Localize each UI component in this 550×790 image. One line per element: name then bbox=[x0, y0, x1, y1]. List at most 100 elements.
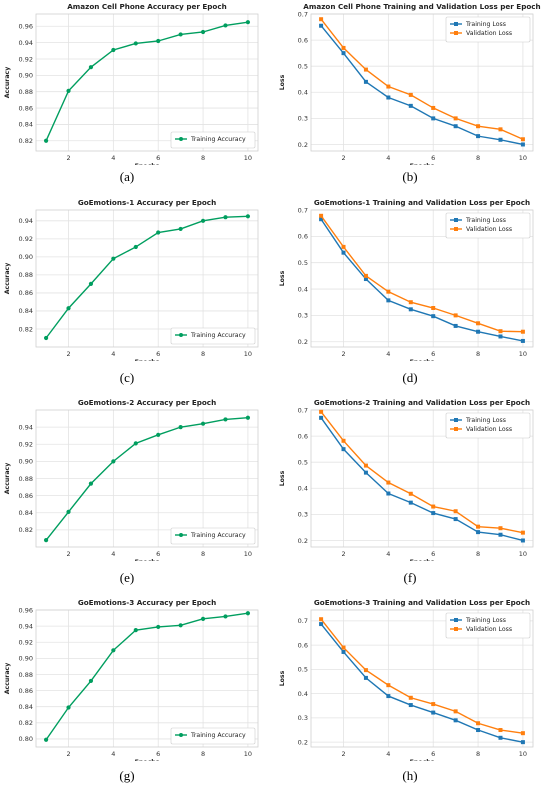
series-training-loss bbox=[319, 622, 525, 745]
legend-swatch-marker bbox=[454, 418, 458, 422]
data-point bbox=[133, 628, 138, 633]
data-point bbox=[476, 530, 481, 535]
y-tick-label: 0.86 bbox=[19, 289, 33, 297]
data-point bbox=[223, 417, 228, 422]
series-line-training-loss bbox=[320, 218, 524, 342]
legend-swatch-marker bbox=[179, 533, 183, 537]
data-point bbox=[453, 313, 458, 318]
y-tick-label: 0.5 bbox=[298, 666, 308, 674]
legend: Training Accuracy bbox=[170, 527, 256, 545]
x-axis-label: Epochs bbox=[135, 163, 160, 165]
x-tick-label: 8 bbox=[201, 154, 205, 162]
y-tick-label: 0.84 bbox=[19, 121, 33, 129]
x-tick-label: 10 bbox=[244, 154, 252, 162]
data-point bbox=[43, 335, 49, 341]
data-point bbox=[178, 226, 183, 232]
series-line-training-accuracy bbox=[45, 612, 249, 741]
data-point bbox=[498, 526, 503, 531]
legend-swatch-marker bbox=[454, 218, 458, 222]
data-point bbox=[341, 250, 346, 255]
data-point bbox=[319, 617, 324, 622]
data-point bbox=[223, 23, 228, 28]
data-point bbox=[133, 441, 138, 446]
x-tick-label: 10 bbox=[244, 750, 252, 758]
y-tick-label: 0.84 bbox=[19, 703, 33, 711]
series-line-validation-loss bbox=[320, 411, 524, 534]
y-tick-label: 0.92 bbox=[19, 55, 33, 63]
data-point bbox=[341, 244, 346, 249]
x-tick-label: 10 bbox=[519, 154, 527, 162]
y-tick-label: 0.84 bbox=[19, 307, 33, 315]
x-axis-label: Epochs bbox=[410, 759, 435, 761]
data-point bbox=[341, 45, 346, 50]
data-point bbox=[319, 17, 324, 22]
legend-box bbox=[445, 412, 531, 439]
legend-box bbox=[170, 727, 256, 745]
x-tick-label: 8 bbox=[201, 750, 205, 758]
legend: Training Accuracy bbox=[170, 727, 256, 745]
data-point bbox=[453, 124, 458, 129]
legend-label: Training Accuracy bbox=[190, 532, 246, 539]
legend-box bbox=[445, 212, 531, 239]
y-tick-label: 0.3 bbox=[298, 115, 308, 123]
series-line-validation-loss bbox=[320, 618, 524, 734]
legend-swatch-marker bbox=[179, 733, 183, 737]
grid bbox=[36, 609, 258, 747]
legend-swatch-marker bbox=[454, 427, 458, 431]
legend-box bbox=[170, 527, 256, 545]
x-tick-label: 6 bbox=[431, 350, 435, 358]
y-tick-label: 0.6 bbox=[298, 233, 308, 241]
y-tick-label: 0.6 bbox=[298, 432, 308, 440]
axes-frame bbox=[310, 409, 534, 548]
data-point bbox=[476, 124, 481, 129]
x-tick-label: 4 bbox=[111, 750, 115, 758]
y-tick-label: 0.5 bbox=[298, 62, 308, 70]
series-line-training-loss bbox=[320, 623, 524, 743]
data-point bbox=[156, 230, 161, 235]
x-tick-label: 4 bbox=[111, 350, 115, 358]
data-point bbox=[431, 710, 436, 715]
x-tick-label: 6 bbox=[431, 750, 435, 758]
data-point bbox=[386, 480, 391, 485]
series-line-training-loss bbox=[320, 417, 524, 542]
x-tick-label: 2 bbox=[341, 550, 345, 558]
data-point bbox=[520, 731, 525, 736]
series-validation-loss bbox=[319, 617, 525, 736]
legend: Training Accuracy bbox=[170, 131, 256, 149]
data-point bbox=[386, 298, 391, 303]
data-point bbox=[341, 649, 346, 654]
chart-title: GoEmotions-2 Accuracy per Epoch bbox=[78, 398, 216, 407]
y-tick-label: 0.3 bbox=[298, 511, 308, 519]
y-tick-label: 0.7 bbox=[298, 206, 308, 214]
data-point bbox=[386, 84, 391, 89]
data-point bbox=[498, 532, 503, 537]
chart-goemotions3-loss: 2 4 6 8 10 0.2 0.3 0.4 0.5 0.6 0.7 GoEmotions-3 Tra… bbox=[279, 598, 534, 761]
legend: Training Loss Validation Loss bbox=[445, 612, 531, 639]
data-point bbox=[43, 737, 49, 742]
plot-area bbox=[36, 610, 258, 747]
data-point bbox=[386, 491, 391, 496]
data-point bbox=[453, 509, 458, 514]
axes-frame bbox=[35, 13, 259, 152]
y-tick-label: 0.90 bbox=[19, 72, 33, 80]
y-axis-label: Loss bbox=[279, 74, 286, 90]
chart-title: GoEmotions-2 Training and Validation Los… bbox=[314, 398, 530, 407]
data-point bbox=[453, 323, 458, 328]
axes-frame bbox=[310, 609, 534, 748]
grid bbox=[36, 210, 258, 347]
data-point bbox=[498, 728, 503, 733]
data-point bbox=[156, 624, 161, 630]
y-tick-label: 0.88 bbox=[19, 88, 33, 96]
x-tick-label: 6 bbox=[431, 154, 435, 162]
y-tick-label: 0.90 bbox=[19, 655, 33, 663]
chart-goemotions2-accuracy: 2 4 6 8 10 0.82 0.84 0.86 0.88 0.90 0.92 0.94 GoEmot… bbox=[4, 398, 259, 561]
x-tick-label: 2 bbox=[341, 154, 345, 162]
legend-swatch-marker bbox=[454, 31, 458, 35]
grid bbox=[311, 209, 533, 347]
data-point bbox=[498, 334, 503, 339]
y-tick-label: 0.88 bbox=[19, 475, 33, 483]
panel-label-c: (c) bbox=[119, 370, 135, 385]
data-point bbox=[498, 137, 503, 142]
y-tick-label: 0.92 bbox=[19, 235, 33, 243]
y-tick-label: 0.2 bbox=[298, 738, 308, 746]
